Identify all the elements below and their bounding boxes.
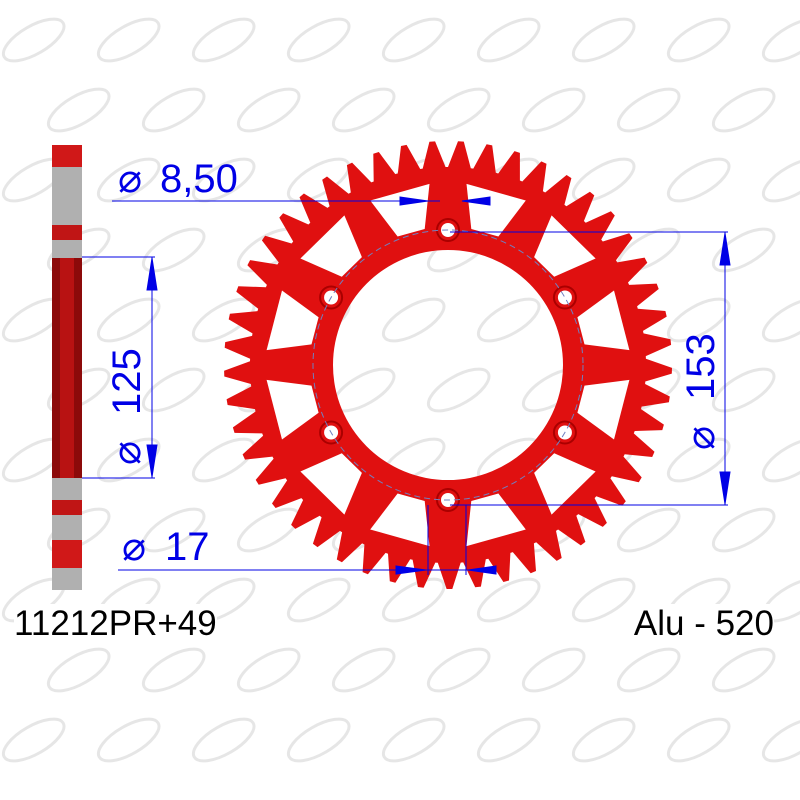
watermark-logo [286,717,351,763]
bolt-hole-dimension: 8,50 [160,157,238,201]
watermark-logo [286,17,351,63]
watermark-logo [236,647,301,693]
watermark-logo [711,647,776,693]
watermark-logo [571,157,636,203]
watermark-logo [666,157,731,203]
watermark-logo [141,507,206,553]
watermark-logo [96,297,161,343]
watermark-logo [96,157,161,203]
watermark-logo [761,157,800,203]
lightening-window [300,453,362,515]
watermark-logo [761,717,800,763]
dimension-lines [82,196,731,575]
lightening-window [370,493,430,547]
lightening-window [300,215,362,277]
watermark-logo [711,507,776,553]
side-view [52,145,82,590]
lightening-window [370,183,430,237]
watermark-logo [191,717,256,763]
watermark-logo [381,17,446,63]
watermark-logo [476,717,541,763]
bolt-hole-ring [319,420,344,445]
watermark-logo [381,297,446,343]
watermark-logo [571,17,636,63]
lightening-window [266,379,319,440]
lightening-window [466,493,526,547]
watermark-logo [761,297,800,343]
watermark-logo [331,87,396,133]
center-bore-dimension: 125 [105,348,149,415]
watermark-logo [191,17,256,63]
watermark-logo [761,437,800,483]
watermark-logo [96,17,161,63]
bolt-hole-ring [319,285,344,310]
thickness-dimension: 17 [165,525,210,569]
watermark-logo [1,717,66,763]
watermark-logo [141,647,206,693]
watermark-logo [476,297,541,343]
diameter-symbol: ⌀ [105,441,149,465]
bolt-hole-ring [552,420,577,445]
lightening-window [266,290,319,351]
watermark-logo [426,367,491,413]
watermark-logo [571,577,636,623]
watermark-logo [286,577,351,623]
lightening-window [534,453,596,515]
watermark-logo [426,647,491,693]
diameter-symbol: ⌀ [122,525,146,569]
watermark-logo [761,17,800,63]
bolt-hole [557,290,572,305]
bolt-hole-ring [552,285,577,310]
watermark-logo [666,297,731,343]
watermark-logo [236,87,301,133]
diameter-symbol: ⌀ [118,157,142,201]
lightening-window [577,379,630,440]
material-pitch: Alu - 520 [633,604,774,644]
lightening-window [466,183,526,237]
diameter-symbol: ⌀ [679,426,723,450]
bolt-circle-dimension: 153 [679,333,723,400]
watermark-logo [96,717,161,763]
watermark-logo [711,87,776,133]
watermark-logo [381,717,446,763]
dimension-labels: ⌀ 8,50 ⌀ 125 ⌀ 153 ⌀ 17 [105,157,723,569]
watermark-logo [426,87,491,133]
watermark-logo [141,87,206,133]
sprocket [224,141,672,589]
watermark-logo [666,17,731,63]
watermark-logo [191,437,256,483]
watermark-logo [331,647,396,693]
watermark-logo [236,507,301,553]
lightening-window [534,215,596,277]
watermark-logo [711,227,776,273]
watermark-logo [616,647,681,693]
watermark-logo [46,87,111,133]
watermark-logo [666,437,731,483]
watermark-logo [571,717,636,763]
watermark-logo [141,227,206,273]
watermark-logo [711,367,776,413]
watermark-logo [381,577,446,623]
watermark-logo [476,577,541,623]
watermark-logo [191,157,256,203]
watermark-logo [476,17,541,63]
part-number: 11212PR+49 [14,604,217,644]
watermark-logo [141,367,206,413]
lightening-window [577,290,630,351]
watermark-logo [666,717,731,763]
watermark-logo [521,647,586,693]
watermark-logo [616,507,681,553]
watermark-logo [96,437,161,483]
watermark-logo [46,647,111,693]
watermark-logo [616,87,681,133]
watermark-logo [521,87,586,133]
watermark-logo [1,17,66,63]
